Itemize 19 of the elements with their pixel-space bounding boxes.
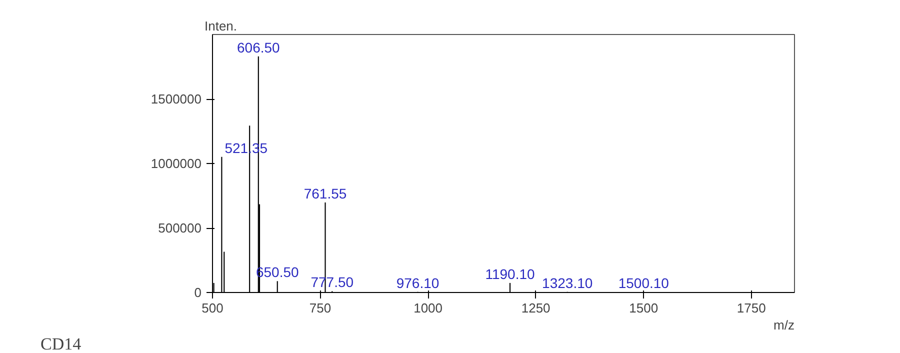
x-axis-title: m/z xyxy=(774,318,795,332)
x-tick-label: 1250 xyxy=(521,300,550,316)
x-tick-label: 500 xyxy=(202,300,224,316)
y-axis-title: Inten. xyxy=(204,18,238,34)
annotation: 1323.10 xyxy=(542,274,593,291)
x-tick-label: 750 xyxy=(309,300,332,316)
annotation: 606.50 xyxy=(237,39,280,56)
annotation: 761.55 xyxy=(304,185,347,202)
text: CD14 xyxy=(40,334,82,353)
y-tick-label: 500000 xyxy=(158,220,202,236)
annotation: 1190.10 xyxy=(485,266,536,282)
x-tick-label: 1500 xyxy=(629,300,658,316)
x-tick-label: 1000 xyxy=(414,300,443,316)
y-tick-label: 0 xyxy=(194,285,202,300)
annotation: 1500.10 xyxy=(618,274,670,291)
annotation: 976.10 xyxy=(396,274,440,291)
x-tick-label: 1750 xyxy=(736,300,766,316)
y-tick-label: 1500000 xyxy=(150,92,202,106)
y-tick-label: 1000000 xyxy=(150,156,202,171)
